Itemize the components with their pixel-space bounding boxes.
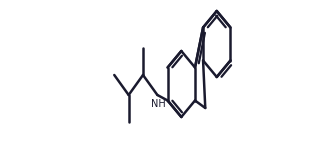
Text: NH: NH: [151, 99, 166, 109]
